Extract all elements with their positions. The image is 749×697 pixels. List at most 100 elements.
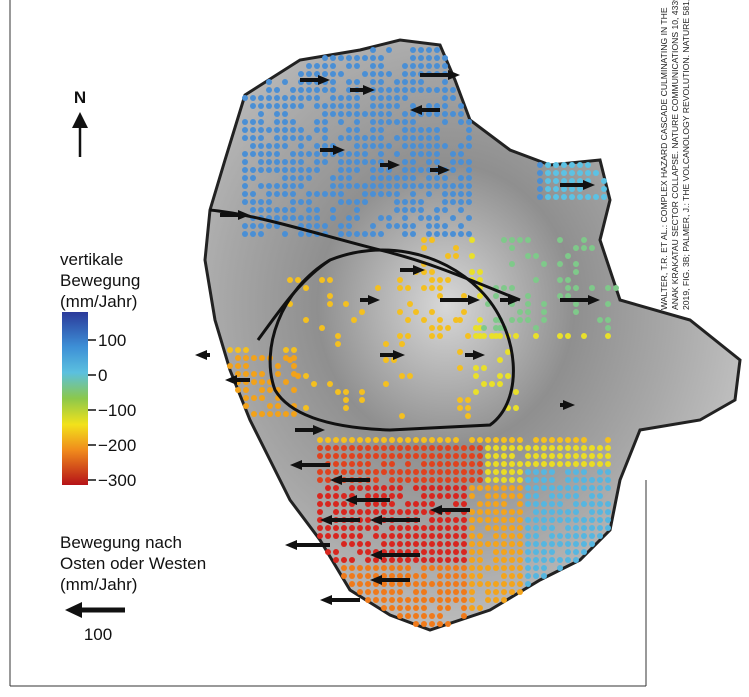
insar-point	[290, 87, 296, 93]
insar-point	[303, 317, 309, 323]
insar-point	[242, 175, 248, 181]
insar-point	[573, 453, 579, 459]
insar-point	[469, 517, 475, 523]
insar-point	[314, 167, 320, 173]
insar-point	[509, 453, 515, 459]
insar-point	[354, 143, 360, 149]
insar-point	[341, 573, 347, 579]
insar-point	[354, 199, 360, 205]
insar-point	[386, 223, 392, 229]
insar-point	[453, 477, 459, 483]
insar-point	[410, 127, 416, 133]
insar-point	[466, 127, 472, 133]
insar-point	[282, 159, 288, 165]
insar-point	[445, 533, 451, 539]
insar-point	[341, 501, 347, 507]
insar-point	[541, 469, 547, 475]
insar-point	[354, 79, 360, 85]
insar-point	[469, 605, 475, 611]
insar-point	[509, 589, 515, 595]
insar-point	[397, 477, 403, 483]
insar-point	[549, 533, 555, 539]
insar-point	[397, 565, 403, 571]
insar-point	[357, 549, 363, 555]
insar-point	[413, 533, 419, 539]
insar-point	[429, 453, 435, 459]
insar-point	[549, 517, 555, 523]
insar-point	[429, 525, 435, 531]
insar-point	[290, 167, 296, 173]
insar-point	[274, 95, 280, 101]
insar-point	[338, 71, 344, 77]
insar-point	[477, 317, 483, 323]
insar-point	[477, 541, 483, 547]
insar-point	[282, 215, 288, 221]
insar-point	[282, 95, 288, 101]
insar-point	[485, 517, 491, 523]
insar-point	[461, 461, 467, 467]
insar-point	[251, 379, 257, 385]
insar-point	[453, 453, 459, 459]
insar-point	[259, 379, 265, 385]
insar-point	[442, 175, 448, 181]
insar-point	[410, 79, 416, 85]
insar-point	[250, 167, 256, 173]
insar-point	[509, 581, 515, 587]
insar-point	[541, 525, 547, 531]
colorbar-tick-label: 0	[98, 366, 107, 385]
insar-point	[429, 501, 435, 507]
insar-point	[589, 485, 595, 491]
insar-point	[553, 162, 559, 168]
insar-point	[477, 509, 483, 515]
insar-point	[493, 437, 499, 443]
insar-point	[386, 143, 392, 149]
insar-point	[370, 135, 376, 141]
insar-point	[346, 135, 352, 141]
insar-point	[493, 525, 499, 531]
insar-point	[442, 119, 448, 125]
insar-point	[469, 477, 475, 483]
insar-point	[525, 469, 531, 475]
insar-point	[421, 485, 427, 491]
insar-point	[573, 437, 579, 443]
insar-point	[453, 589, 459, 595]
insar-point	[242, 199, 248, 205]
insar-point	[354, 119, 360, 125]
insar-point	[541, 461, 547, 467]
insar-point	[242, 223, 248, 229]
insar-point	[565, 461, 571, 467]
insar-point	[365, 469, 371, 475]
insar-point	[429, 557, 435, 563]
insar-point	[333, 509, 339, 515]
insar-point	[306, 175, 312, 181]
insar-point	[469, 445, 475, 451]
insar-point	[501, 565, 507, 571]
insar-point	[389, 461, 395, 467]
insar-point	[266, 207, 272, 213]
insar-point	[517, 509, 523, 515]
insar-point	[410, 167, 416, 173]
insar-point	[298, 143, 304, 149]
insar-point	[410, 119, 416, 125]
insar-point	[557, 453, 563, 459]
insar-point	[466, 199, 472, 205]
insar-point	[485, 485, 491, 491]
insar-point	[343, 405, 349, 411]
insar-point	[378, 143, 384, 149]
insar-point	[453, 437, 459, 443]
insar-point	[605, 437, 611, 443]
insar-point	[497, 373, 503, 379]
insar-point	[458, 159, 464, 165]
insar-point	[469, 533, 475, 539]
insar-point	[298, 183, 304, 189]
insar-point	[282, 183, 288, 189]
insar-point	[370, 191, 376, 197]
insar-point	[338, 159, 344, 165]
insar-point	[545, 178, 551, 184]
insar-point	[501, 237, 507, 243]
insar-point	[517, 317, 523, 323]
insar-point	[453, 565, 459, 571]
insar-point	[365, 485, 371, 491]
insar-point	[327, 381, 333, 387]
insar-point	[227, 363, 233, 369]
